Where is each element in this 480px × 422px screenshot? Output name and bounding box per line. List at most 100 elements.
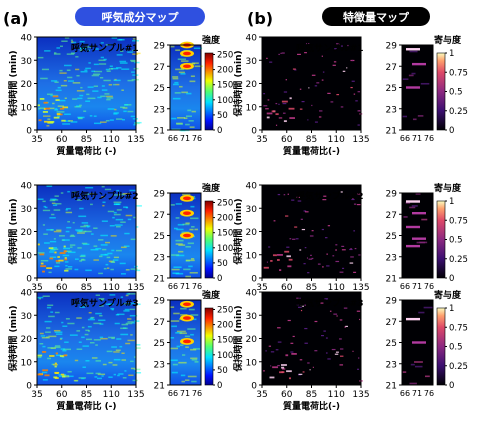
colorbar-tick-label: 100	[217, 244, 233, 254]
heatmap-mark	[63, 354, 68, 357]
heatmap-mark	[101, 89, 108, 91]
heatmap-mark	[340, 106, 344, 108]
heatmap-mark	[75, 56, 79, 58]
heatmap-mark	[40, 335, 46, 337]
heatmap-mark	[266, 57, 268, 59]
heatmap-mark	[64, 375, 70, 378]
heatmap-mark	[58, 259, 64, 262]
heatmap-mark	[47, 118, 51, 120]
heatmap-mark	[325, 352, 328, 354]
heatmap-mark	[299, 297, 301, 299]
zoom-y-tick-label: 25	[154, 232, 165, 242]
y-tick-label: 30	[21, 57, 33, 67]
y-axis-title: 保持時間 (min)	[232, 198, 244, 265]
heatmap-mark	[100, 337, 108, 340]
x-tick-label: 85	[306, 283, 317, 293]
heatmap-mark	[304, 342, 308, 344]
x-tick-label: 85	[81, 135, 92, 145]
heatmap-mark	[37, 252, 45, 254]
heatmap-mark	[82, 366, 86, 368]
zoom-y-tick-label: 29	[386, 42, 398, 52]
heatmap-mark	[87, 318, 95, 321]
zoom-mark	[412, 118, 417, 121]
colorbar	[436, 52, 446, 131]
heatmap-mark	[308, 258, 313, 260]
zoom-mark	[177, 117, 185, 119]
zoom-mark	[189, 271, 198, 274]
heatmap-mark	[292, 335, 295, 338]
x-tick-label: 110	[103, 135, 120, 145]
heatmap-mark	[40, 262, 44, 265]
zoom-x-tick-label: 76	[192, 282, 202, 291]
heatmap-mark	[87, 330, 91, 332]
y-axis-title: 保持時間 (min)	[7, 50, 19, 117]
x-tick-label: 60	[281, 135, 293, 145]
colorbar-tick-label: 150	[217, 229, 233, 239]
heatmap-mark	[297, 53, 301, 55]
heatmap-mark	[357, 368, 360, 370]
zoom-mark	[173, 312, 180, 315]
heatmap-mark	[356, 203, 361, 206]
heatmap-mark	[115, 225, 121, 228]
zoom-mark	[191, 62, 199, 64]
heatmap-mark	[334, 353, 339, 355]
heatmap-mark	[53, 52, 57, 54]
heatmap-mark	[263, 266, 269, 269]
heatmap-mark	[90, 316, 95, 319]
heatmap-mark	[97, 96, 102, 99]
heatmap-mark	[87, 97, 96, 100]
heatmap-mark	[120, 50, 124, 53]
heatmap-mark	[54, 371, 60, 374]
heatmap-mark	[53, 209, 61, 211]
panel-b-tag: (b)	[247, 9, 273, 28]
heatmap-mark	[43, 108, 47, 110]
heatmap-mark	[85, 46, 92, 48]
x-tick-label: 35	[256, 390, 267, 400]
heatmap-mark	[128, 374, 134, 377]
heatmap-mark	[271, 110, 276, 113]
heatmap-mark	[102, 248, 107, 251]
heatmap-mark	[132, 118, 139, 120]
zoom-mark	[178, 71, 185, 74]
y-axis-title: 保持時間 (min)	[7, 305, 19, 372]
heatmap-mark	[122, 107, 128, 109]
zoom-mark	[402, 371, 407, 373]
heatmap-mark	[294, 69, 297, 71]
y-tick-label: 20	[21, 335, 33, 345]
colorbar-tick-label: 0	[217, 126, 222, 136]
heatmap-mark	[93, 63, 99, 66]
zoom-mark	[179, 85, 183, 88]
zoom-mark	[411, 205, 418, 207]
heatmap-mark	[64, 261, 69, 263]
colorbar-tick-label: 200	[217, 214, 233, 224]
x-axis-title: 質量電荷比 (-)	[56, 145, 116, 157]
heatmap-mark	[277, 341, 282, 343]
heatmap-mark	[111, 249, 115, 252]
heatmap-mark	[285, 215, 289, 217]
heatmap-mark	[336, 43, 340, 45]
heatmap-mark	[323, 330, 326, 332]
heatmap-mark	[357, 193, 361, 195]
heatmap-mark	[118, 38, 125, 41]
heatmap-mark	[275, 124, 278, 126]
heatmap-mark	[103, 79, 111, 82]
heatmap-mark	[113, 194, 120, 196]
y-tick-label: 40	[21, 289, 33, 299]
x-tick-label: 135	[352, 135, 369, 145]
zoom-mark	[190, 314, 199, 316]
heatmap-mark	[135, 344, 141, 346]
y-tick-label: 30	[246, 312, 258, 322]
heatmap-mark	[275, 113, 279, 116]
zoom-mark	[188, 308, 195, 311]
heatmap-mark	[121, 359, 127, 361]
heatmap-mark	[135, 52, 141, 55]
zoom-feature	[412, 211, 426, 215]
heatmap-mark	[282, 112, 286, 114]
heatmap-mark	[105, 68, 110, 71]
heatmap-mark	[346, 67, 348, 69]
heatmap-mark	[61, 321, 64, 324]
panel-a-banner	[75, 7, 205, 26]
zoom-mark	[194, 228, 198, 231]
heatmap-mark	[344, 326, 347, 328]
heatmap-mark	[134, 61, 140, 64]
